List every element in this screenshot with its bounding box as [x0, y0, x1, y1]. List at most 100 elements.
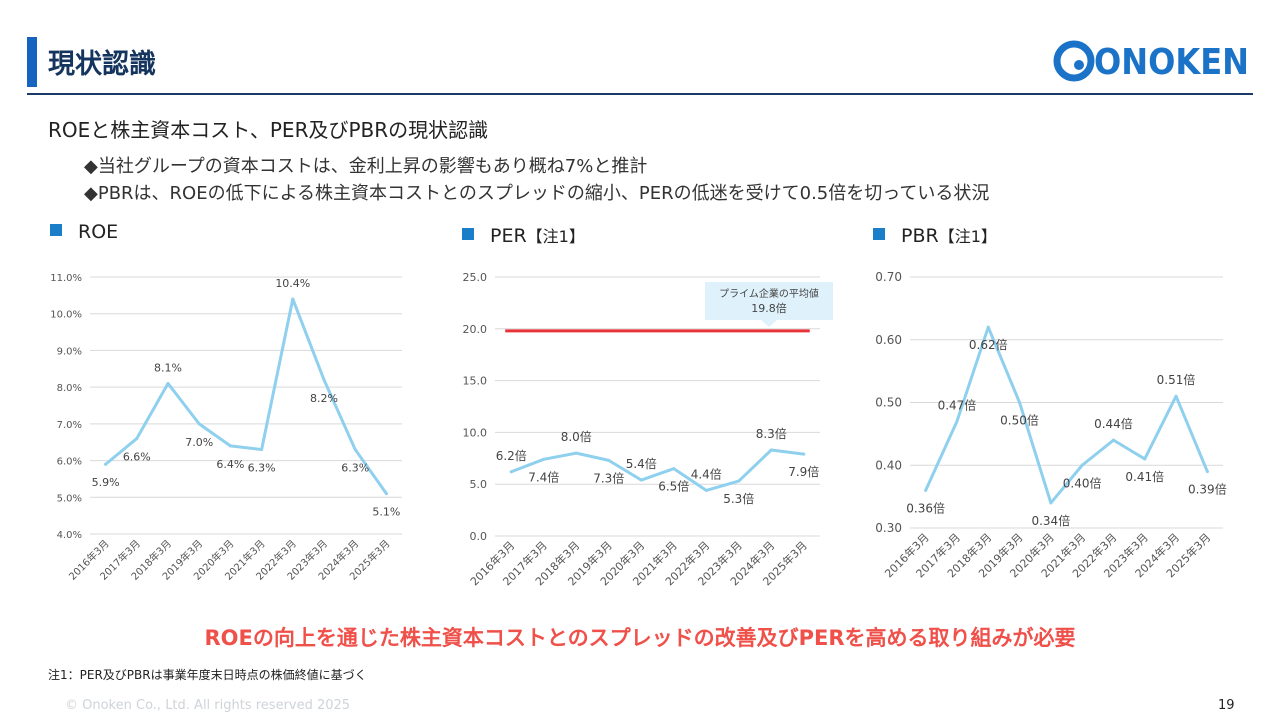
bullet-capital-cost: ◆当社グループの資本コストは、金利上昇の影響もあり概ね7%と推計 [84, 156, 648, 177]
data-point [260, 448, 264, 452]
data-label: 5.3倍 [723, 491, 754, 506]
y-tick-label: 0.0 [470, 530, 488, 543]
data-label: 5.4倍 [626, 456, 657, 471]
series-line [104, 297, 388, 496]
data-label: 0.44倍 [1094, 416, 1133, 431]
reference-callout-value: 19.8倍 [751, 301, 787, 315]
onoken-logo: ONOKEN [1053, 40, 1249, 83]
data-label: 6.3% [248, 462, 276, 475]
data-point [542, 457, 546, 461]
page-number: 19 [1218, 698, 1235, 713]
data-label: 7.0% [185, 436, 213, 449]
data-label: 6.6% [123, 451, 151, 464]
logo-ring-icon [1053, 40, 1095, 82]
y-tick-label: 5.0 [470, 478, 488, 491]
data-point [166, 381, 170, 385]
bullet-pbr-status: ◆PBRは、ROEの低下による株主資本コストとのスプレッドの縮小、PERの低迷を… [84, 183, 990, 204]
data-point [986, 325, 990, 329]
data-point [704, 488, 708, 492]
roe-chart-heading: ROE [50, 221, 118, 243]
data-point [291, 297, 295, 301]
data-point [1205, 470, 1209, 474]
series-line [509, 448, 806, 492]
y-tick-label: 0.30 [875, 521, 902, 535]
y-tick-label: 8.0% [57, 383, 82, 394]
data-label: 0.40倍 [1063, 475, 1102, 490]
series-line [924, 325, 1209, 505]
data-label: 6.2倍 [496, 448, 527, 463]
data-point [104, 462, 108, 466]
conclusion-statement: ROEの向上を通じた株主資本コストとのスプレッドの改善及びPERを高める取り組み… [204, 626, 1076, 650]
y-tick-label: 9.0% [57, 346, 82, 357]
data-point [509, 470, 513, 474]
data-point [135, 437, 139, 441]
pbr-heading-note: 【注1】 [938, 227, 997, 246]
data-point [672, 467, 676, 471]
logo-dot-icon [1074, 60, 1084, 70]
y-tick-label: 20.0 [463, 323, 488, 336]
data-point [197, 422, 201, 426]
data-label: 8.1% [154, 361, 182, 374]
copyright-notice: © Onoken Co., Ltd. All rights reserved 2… [65, 698, 351, 713]
per-heading-note: 【注1】 [526, 227, 585, 246]
data-label: 5.9% [92, 476, 120, 489]
pbr-line-chart: 0.300.400.500.600.702016年3月2017年3月2018年3… [875, 270, 1227, 580]
data-point [639, 478, 643, 482]
y-tick-label: 6.0% [57, 457, 82, 468]
heading-square-icon [50, 224, 62, 236]
heading-square-icon [462, 228, 474, 240]
data-point [1080, 463, 1084, 467]
data-label: 7.4倍 [528, 469, 559, 484]
y-tick-label: 25.0 [463, 271, 488, 284]
data-label: 0.51倍 [1157, 372, 1196, 387]
page-title: 現状認識 [48, 49, 156, 80]
y-tick-label: 0.50 [875, 396, 902, 410]
data-label: 6.5倍 [658, 479, 689, 494]
data-label: 0.34倍 [1031, 513, 1070, 528]
y-tick-label: 10.0 [463, 426, 488, 439]
data-label: 7.9倍 [788, 464, 819, 479]
reference-callout-label: プライム企業の平均値 [719, 287, 819, 300]
pbr-chart-heading: PBR【注1】 [873, 223, 997, 247]
header-divider [27, 93, 1253, 95]
data-point [1174, 394, 1178, 398]
data-point [955, 419, 959, 423]
data-point [353, 448, 357, 452]
roe-line-chart: 4.0%5.0%6.0%7.0%8.0%9.0%10.0%11.0%2016年3… [50, 273, 402, 583]
y-tick-label: 11.0% [50, 273, 82, 284]
y-tick-label: 0.60 [875, 333, 902, 347]
data-label: 8.0倍 [561, 429, 592, 444]
y-tick-label: 0.70 [875, 270, 902, 284]
per-chart-heading: PER【注1】 [462, 223, 585, 247]
data-point [384, 492, 388, 496]
per-line-chart: 0.05.010.015.020.025.02016年3月2017年3月2018… [463, 271, 833, 588]
data-point [607, 458, 611, 462]
y-tick-label: 4.0% [57, 530, 82, 541]
data-point [322, 378, 326, 382]
data-label: 0.47倍 [938, 397, 977, 412]
data-label: 4.4倍 [691, 466, 722, 481]
data-point [924, 488, 928, 492]
data-label: 6.3% [341, 462, 369, 475]
logo-text: ONOKEN [1094, 42, 1249, 83]
section-subtitle: ROEと株主資本コスト、PER及びPBRの現状認識 [48, 118, 489, 142]
data-point [1018, 401, 1022, 404]
data-point [1111, 438, 1115, 442]
y-tick-label: 10.0% [50, 310, 82, 321]
roe-heading-label: ROE [78, 221, 119, 243]
heading-square-icon [873, 228, 885, 240]
y-tick-label: 0.40 [875, 458, 902, 472]
reference-callout-box [705, 282, 833, 327]
data-point [574, 451, 578, 455]
data-point [1143, 457, 1147, 461]
y-tick-label: 15.0 [463, 375, 488, 388]
data-label: 0.39倍 [1188, 482, 1227, 497]
data-point [228, 444, 232, 448]
data-label: 7.3倍 [593, 470, 624, 485]
data-label: 0.50倍 [1000, 413, 1039, 428]
data-label: 5.1% [372, 506, 400, 519]
per-heading-label: PER [490, 225, 527, 247]
data-label: 0.62倍 [969, 337, 1008, 352]
data-point [802, 452, 806, 456]
footnote: 注1：PER及びPBRは事業年度末日時点の株価終値に基づく [48, 668, 367, 682]
